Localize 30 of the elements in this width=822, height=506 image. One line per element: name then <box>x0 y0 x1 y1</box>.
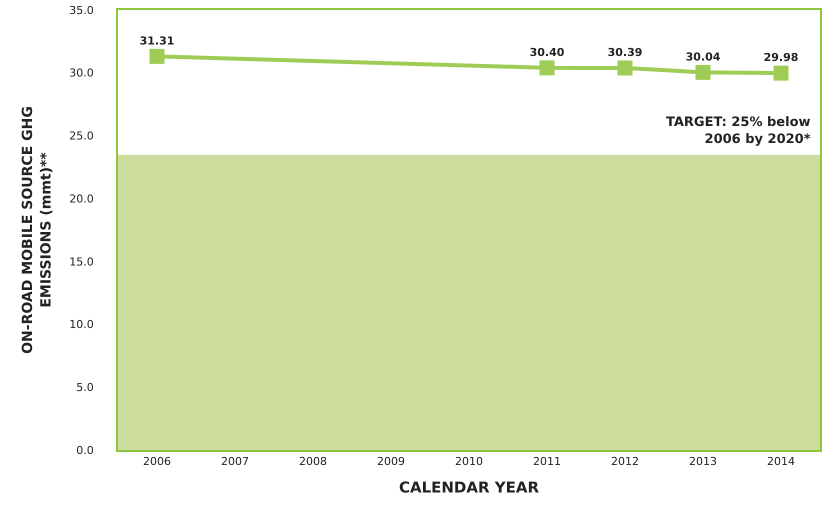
x-tick-label: 2008 <box>299 455 327 468</box>
y-tick-label: 20.0 <box>69 192 94 206</box>
x-tick-label: 2011 <box>533 455 561 468</box>
y-tick-label: 5.0 <box>76 380 94 394</box>
point <box>150 48 164 64</box>
y-tick-label: 15.0 <box>69 255 94 268</box>
x-tick-label: 2014 <box>767 455 795 468</box>
x-tick-label: 2012 <box>611 455 639 468</box>
data-label: 29.98 <box>764 51 798 64</box>
data-label: 30.39 <box>608 46 642 60</box>
point <box>540 60 554 76</box>
x-tick-label: 2010 <box>455 455 483 468</box>
y-tick-label: 30.0 <box>69 66 94 80</box>
x-axis-title: CALENDAR YEAR <box>398 478 540 497</box>
y-tick-label: 35.0 <box>69 4 94 17</box>
point <box>774 66 788 81</box>
point <box>618 60 632 76</box>
y-tick-label: 10.0 <box>69 318 94 332</box>
x-tick-label: 2013 <box>689 455 717 468</box>
x-tick-label: 2009 <box>377 455 405 468</box>
x-tick-label: 2006 <box>143 455 171 468</box>
data-label: 30.04 <box>686 50 721 64</box>
y-tick-label: 0.0 <box>76 444 94 457</box>
band-label: TARGET: 25% below 2006 by 2020* <box>666 115 811 147</box>
data-label: 30.40 <box>530 46 565 59</box>
data-label: 31.31 <box>140 34 174 48</box>
x-tick-label: 2007 <box>221 455 249 468</box>
y-axis-title: ON-ROAD MOBILE SOURCE GHG EMISSIONS (mmt)** <box>20 106 54 354</box>
y-tick-label: 25.0 <box>69 130 94 143</box>
point <box>696 64 710 80</box>
